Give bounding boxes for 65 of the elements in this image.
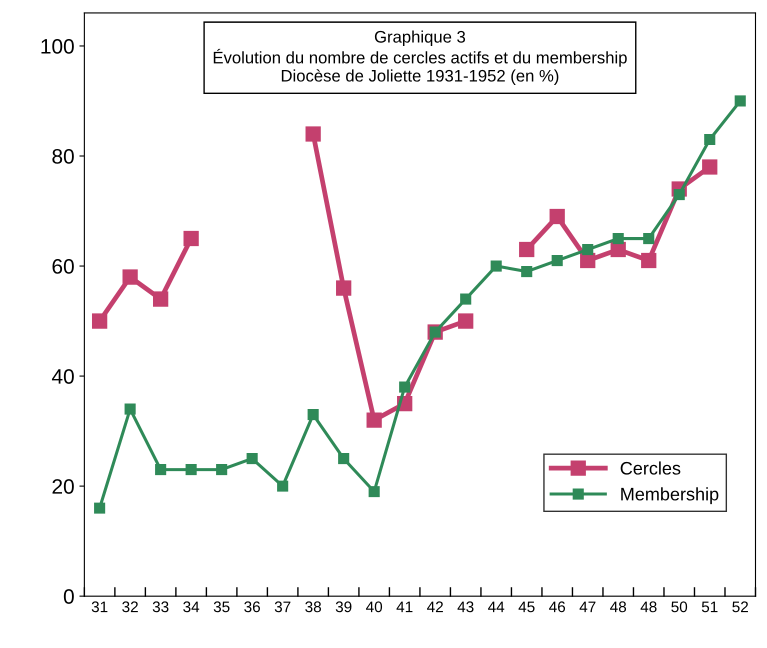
point [152, 291, 168, 307]
point [458, 313, 474, 329]
point [94, 502, 106, 514]
y-tick-label: 40 [52, 369, 74, 384]
x-tick-label: 41 [396, 602, 412, 612]
point [277, 480, 288, 492]
x-tick-label: 47 [580, 602, 596, 612]
point [308, 409, 319, 420]
point [580, 252, 596, 268]
point [399, 382, 410, 393]
x-tick-label: 44 [488, 602, 504, 612]
legend-label: Membership [621, 487, 718, 504]
x-tick-label: 46 [549, 601, 566, 612]
point [643, 232, 654, 244]
y-tick-label: 0 [64, 589, 74, 604]
x-tick-label: 35 [214, 601, 230, 612]
x-tick-label: 48 [640, 601, 657, 612]
legend-label: Cercles [620, 461, 680, 475]
point [582, 244, 594, 256]
point [216, 464, 228, 476]
x-tick-label: 31 [92, 601, 108, 612]
point [521, 266, 532, 278]
x-tick-label: 43 [458, 601, 474, 612]
x-tick-label: 40 [366, 601, 382, 612]
y-tick-label: 80 [52, 149, 74, 164]
point [550, 208, 565, 224]
x-tick-label: 51 [702, 602, 718, 612]
point [641, 252, 656, 268]
point [366, 412, 382, 428]
text: Graphique 3 Évolution du nombre de cercles actifs et du membership Diocèse de Joliette 1931-1952 (en %) [214, 30, 627, 85]
point [734, 95, 746, 107]
point [92, 313, 108, 329]
x-tick-label: 42 [427, 601, 443, 612]
x-tick-label: 34 [183, 601, 200, 612]
point [124, 404, 136, 415]
x-tick-label: 36 [244, 601, 260, 612]
point [490, 260, 502, 272]
point [155, 464, 166, 476]
point [612, 232, 624, 244]
point [702, 159, 718, 175]
point [460, 294, 472, 305]
point [519, 242, 534, 258]
y-tick-label: 20 [52, 479, 74, 494]
x-tick-label: 38 [305, 601, 321, 612]
x-tick-label: 48 [610, 601, 626, 612]
point [368, 486, 380, 498]
point [336, 280, 352, 296]
x-tick-label: 50 [671, 601, 688, 612]
point [552, 254, 563, 266]
point [122, 269, 138, 285]
x-tick-label: 33 [152, 601, 168, 612]
point [610, 242, 626, 258]
point [186, 464, 197, 476]
x-tick-label: 52 [732, 601, 748, 612]
y-tick-label: 100 [41, 38, 74, 54]
x-tick-label: 32 [122, 601, 138, 612]
y-tick-label: 60 [52, 259, 74, 274]
x-tick-label: 39 [336, 601, 352, 612]
point [306, 126, 321, 142]
x-tick-label: 37 [274, 601, 290, 612]
point [338, 453, 350, 464]
point [246, 453, 258, 464]
x-tick-label: 45 [518, 602, 535, 612]
point [704, 134, 716, 146]
point [184, 230, 199, 246]
